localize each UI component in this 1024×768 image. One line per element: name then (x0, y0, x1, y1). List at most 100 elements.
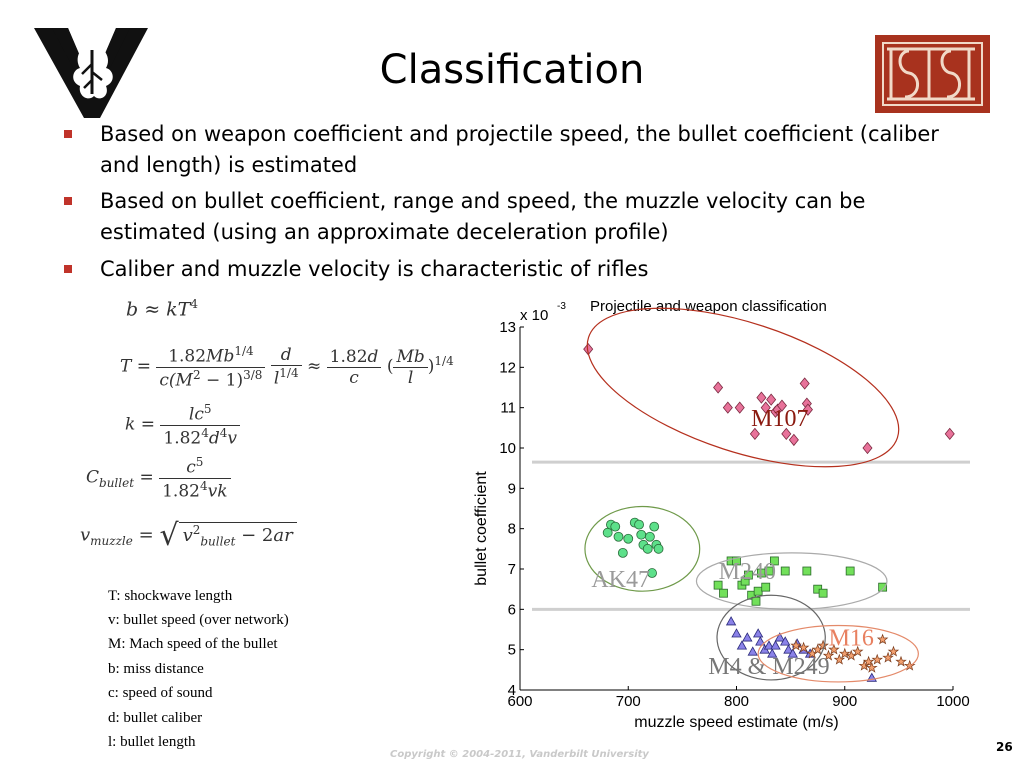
x-tick-label: 600 (507, 693, 532, 710)
data-point-m16 (838, 647, 851, 659)
bullet-text: Based on bullet coefficient, range and s… (100, 189, 866, 244)
data-point-m16 (845, 649, 858, 661)
y-tick-label: 13 (499, 319, 516, 336)
data-point-m240 (780, 566, 790, 576)
data-point-m107 (749, 427, 760, 441)
data-point-m107 (776, 399, 787, 412)
data-point-m16 (866, 661, 878, 673)
data-point-m240 (744, 570, 753, 580)
legend-line: l: bullet length (108, 734, 196, 750)
bullet-marker (64, 130, 72, 138)
y-axis-label: bullet coefficient (473, 471, 490, 586)
data-point-m16 (828, 643, 840, 655)
legend-line: d: bullet caliber (108, 710, 203, 726)
vanderbilt-logo (34, 28, 148, 118)
x-tick-label: 1000 (936, 693, 969, 710)
data-point-m4-m249 (770, 640, 781, 650)
data-point-m107 (734, 401, 745, 414)
y-tick-label: 8 (508, 521, 516, 538)
data-point-m240 (802, 566, 812, 576)
data-point-m107 (799, 377, 810, 390)
data-point-ak47 (647, 568, 657, 578)
data-point-m107 (756, 391, 767, 404)
data-point-m4-m249 (725, 616, 737, 626)
y-multiplier: x 10 (520, 307, 548, 324)
legend-line: v: bullet speed (over network) (108, 612, 289, 628)
cluster-ellipse-m4-m249 (716, 594, 826, 681)
y-tick-label: 11 (500, 400, 516, 417)
x-tick-label: 900 (832, 693, 857, 710)
data-point-m240 (732, 556, 741, 566)
data-point-m16 (887, 645, 900, 657)
data-point-m240 (719, 588, 728, 598)
data-point-m240 (751, 596, 761, 606)
cluster-ellipse-m240 (695, 552, 888, 610)
bullet-item: Based on bullet coefficient, range and s… (64, 186, 944, 248)
data-point-m240 (769, 556, 779, 566)
data-point-m4-m249 (780, 636, 791, 646)
data-point-m16 (862, 655, 875, 667)
data-point-ak47 (649, 521, 660, 532)
y-tick-label: 7 (508, 561, 516, 578)
bullet-marker (64, 265, 72, 273)
data-point-m4-m249 (747, 646, 758, 656)
data-point-m107 (781, 427, 792, 441)
legend-line: M: Mach speed of the bullet (108, 636, 278, 652)
data-point-m16 (822, 649, 835, 661)
data-point-m16 (895, 655, 907, 667)
data-point-m4-m249 (742, 632, 753, 642)
bullet-marker (64, 197, 72, 205)
x-axis-label: muzzle speed estimate (m/s) (634, 714, 839, 731)
bullet-text: Caliber and muzzle velocity is character… (100, 257, 649, 281)
cluster-label-m16: M16 (829, 626, 874, 652)
data-point-m107 (722, 401, 733, 414)
x-tick-label: 700 (616, 693, 641, 710)
data-point-m240 (761, 582, 771, 592)
legend-line: T: shockwave length (108, 588, 233, 604)
bullet-text: Based on weapon coefficient and projecti… (100, 122, 939, 177)
chart-title: Projectile and weapon classification (590, 298, 827, 315)
isis-logo (875, 35, 990, 113)
y-tick-label: 4 (508, 682, 516, 699)
data-point-m4-m249 (731, 628, 742, 638)
data-point-m4-m249 (783, 644, 794, 654)
data-point-m4-m249 (774, 632, 785, 642)
data-point-ak47 (623, 533, 634, 544)
data-point-ak47 (617, 547, 628, 558)
data-point-m107 (788, 433, 799, 447)
data-point-m240 (878, 582, 888, 592)
data-point-m16 (876, 633, 889, 645)
data-point-ak47 (636, 529, 647, 540)
bullet-item: Caliber and muzzle velocity is character… (64, 254, 944, 285)
data-point-m16 (833, 653, 846, 665)
y-tick-label: 6 (508, 601, 516, 618)
equation-v-muzzle: vmuzzle = √ v2bullet − 2ar (80, 518, 297, 553)
equation-k: k = lc5 1.824d4v (125, 402, 241, 448)
page-title: Classification (379, 47, 645, 93)
data-point-m4-m249 (763, 640, 775, 650)
legend-line: c: speed of sound (108, 685, 213, 701)
data-point-m107 (713, 381, 724, 394)
data-point-m107 (802, 403, 813, 416)
equation-c-bullet: Cbullet = c5 1.824vk (86, 455, 231, 501)
equation-b: b ≈ kT4 (126, 297, 198, 321)
legend-line: b: miss distance (108, 661, 204, 677)
data-point-m16 (817, 639, 829, 651)
data-point-m16 (797, 641, 810, 653)
y-tick-label: 5 (508, 642, 516, 659)
data-point-m4-m249 (752, 628, 764, 638)
data-point-ak47 (602, 527, 613, 538)
data-point-m16 (852, 645, 864, 657)
page-number: 26 (996, 740, 1013, 754)
data-point-m240 (753, 586, 763, 596)
data-point-m4-m249 (736, 640, 748, 650)
data-point-m240 (713, 580, 723, 590)
data-point-ak47 (610, 521, 621, 532)
data-point-m107 (760, 401, 771, 414)
data-point-m16 (871, 653, 883, 665)
data-point-ak47 (653, 543, 664, 554)
cluster-label-m240: M240 (719, 559, 776, 585)
cluster-label-m4-m249: M4 & M249 (708, 654, 829, 680)
cluster-ellipse-m16 (757, 624, 919, 683)
cluster-ellipse-m107 (586, 307, 900, 468)
